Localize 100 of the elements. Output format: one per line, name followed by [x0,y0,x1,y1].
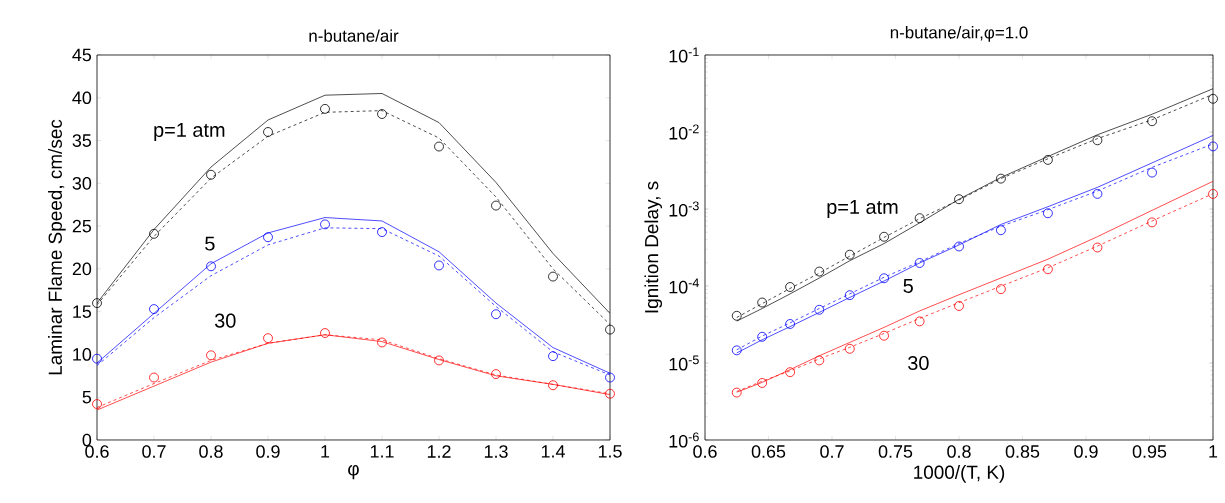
y-axis-title: Ignition Delay, s [644,181,663,313]
x-axis-title: 1000/(T, K) [914,465,1005,483]
point [1043,208,1053,219]
point [996,284,1006,295]
annotation: 30 [908,355,929,371]
x-tick-label: 1.2 [427,445,451,458]
point [914,316,925,327]
point [1092,189,1103,199]
point [757,297,768,308]
point [1092,242,1103,253]
point [1043,155,1053,165]
point [320,328,330,338]
x-tick-label: 1.1 [370,445,394,458]
x-tick-label: 1.5 [598,445,622,458]
point [996,173,1006,184]
y-tick-label: 30 [72,176,92,190]
point [263,333,273,344]
point [879,273,889,284]
y-tick-label: 0 [82,433,92,447]
point [491,369,501,379]
point [879,231,889,242]
x-tick-label: 0.9 [256,445,280,458]
x-tick-label: 1.3 [484,445,508,458]
point [92,353,102,364]
point [814,304,825,315]
x-tick-label: 0.9 [1074,445,1098,458]
point [757,378,768,388]
annotation: 30 [214,313,236,328]
annotation: 5 [205,236,215,251]
y-tick-label: 45 [72,48,92,62]
point [954,241,964,252]
annotation: 5 [903,279,913,293]
x-tick-label: 0.85 [1005,445,1040,458]
point [954,301,964,311]
y-tick-label: 10$^{-2}$ [669,124,699,140]
point [914,213,925,224]
y-tick-label: 10$^{-5}$ [669,355,699,371]
point [785,367,795,378]
point [434,260,444,271]
point [491,200,501,211]
point [785,282,795,292]
point [92,298,102,308]
point [377,337,387,348]
y-tick-label: 35 [72,134,92,147]
point [206,261,216,272]
point [605,324,615,335]
point [149,228,159,239]
point [757,331,768,342]
y-tick-label: 10$^{-1}$ [669,47,699,63]
x-tick-label: 0.95 [1132,445,1167,458]
annotation: p=1 atm [827,200,898,218]
point [434,355,444,366]
point [1147,167,1157,178]
y-tick-label: 15 [73,305,92,318]
point [1208,93,1218,104]
point [785,319,795,329]
y-axis-title: Laminar Flame Speed, cm/sec [48,119,66,375]
x-tick-label: 0.7 [820,445,844,458]
annotation: p=1 atm [154,123,225,141]
point [814,355,825,366]
point [263,232,273,243]
point [320,104,330,114]
point [814,266,825,277]
y-tick-label: 25 [72,219,92,233]
point [1147,217,1157,228]
point [377,109,387,119]
x-tick-label: 1 [321,445,330,458]
point [844,249,855,260]
point [731,310,742,321]
point [605,388,615,399]
point [954,194,964,205]
point [320,219,330,230]
point [263,127,273,137]
x-axis-title: φ [348,465,359,480]
point [1208,189,1218,199]
point [149,304,159,314]
point [879,330,889,341]
y-tick-label: 40 [72,91,92,105]
x-tick-label: 0.8 [947,445,971,458]
point [548,380,558,391]
point [1147,116,1157,127]
point [844,343,855,354]
point [731,345,742,356]
point [1043,264,1053,275]
point [548,271,558,282]
point [206,350,216,361]
point [1092,135,1103,146]
y-tick-label: 10$^{-3}$ [669,201,699,217]
x-tick-label: 0.65 [751,445,786,458]
y-tick-label: 5 [82,390,92,404]
x-tick-label: 0.8 [199,445,223,458]
point [731,387,742,398]
x-tick-label: 0.6 [85,445,109,458]
point [491,309,501,320]
y-tick-label: 20 [72,262,92,276]
x-tick-label: 0.75 [878,445,913,458]
chart-title: n-butane/air,φ=1.0 [890,26,1028,42]
y-tick-label: 10 [73,348,92,361]
point [996,225,1006,236]
point [605,372,615,383]
